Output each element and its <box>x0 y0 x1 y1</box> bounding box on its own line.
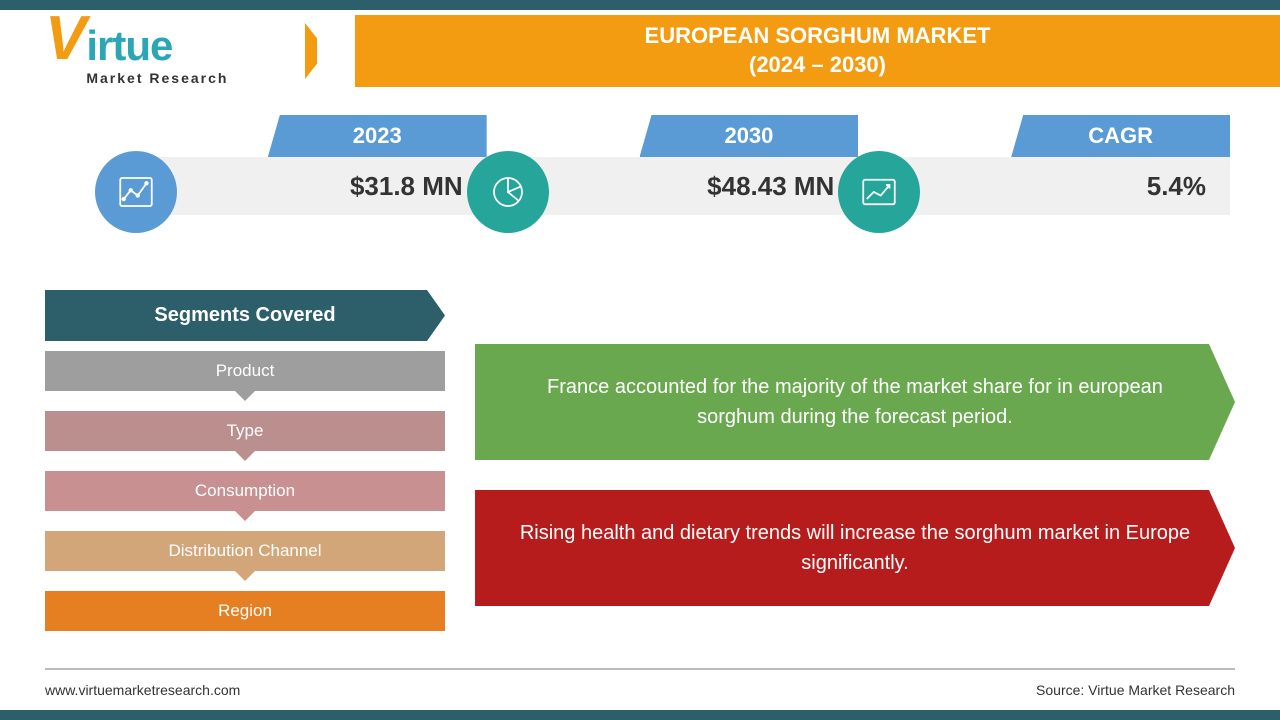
metric-label: 2023 <box>268 115 487 157</box>
logo-wordmark: irtue <box>86 22 172 69</box>
segment-type: Type <box>45 411 445 451</box>
bottom-section: Segments Covered Product Type Consumptio… <box>45 290 1235 660</box>
footer-source: Source: Virtue Market Research <box>1036 682 1235 698</box>
brand-logo: V irtue Market Research <box>45 20 325 88</box>
segment-distribution: Distribution Channel <box>45 531 445 571</box>
logo-tagline: Market Research <box>86 70 228 86</box>
metric-card-cagr: CAGR 5.4% <box>893 125 1230 215</box>
insights-column: France accounted for the majority of the… <box>475 290 1235 660</box>
logo-v-mark: V <box>45 20 86 57</box>
segment-region: Region <box>45 591 445 631</box>
metric-value: $31.8 MN <box>150 157 487 215</box>
metrics-row: 2023 $31.8 MN 2030 $48.43 MN CAGR 5.4% <box>150 125 1230 215</box>
top-accent-bar <box>0 0 1280 10</box>
bottom-accent-bar <box>0 710 1280 720</box>
footer-divider <box>45 668 1235 670</box>
segment-product: Product <box>45 351 445 391</box>
insight-trends: Rising health and dietary trends will in… <box>475 490 1235 606</box>
page-title: EUROPEAN SORGHUM MARKET (2024 – 2030) <box>645 22 991 79</box>
title-line1: EUROPEAN SORGHUM MARKET <box>645 23 991 48</box>
growth-chart-icon <box>838 151 920 233</box>
metric-value: 5.4% <box>893 157 1230 215</box>
title-line2: (2024 – 2030) <box>749 52 886 77</box>
banner-notch <box>317 15 345 87</box>
insight-france: France accounted for the majority of the… <box>475 344 1235 460</box>
line-chart-icon <box>95 151 177 233</box>
footer-url: www.virtuemarketresearch.com <box>45 682 240 698</box>
metric-label: CAGR <box>1011 115 1230 157</box>
pie-chart-icon <box>467 151 549 233</box>
segments-header: Segments Covered <box>45 290 445 341</box>
segments-column: Segments Covered Product Type Consumptio… <box>45 290 445 660</box>
segment-consumption: Consumption <box>45 471 445 511</box>
metric-value: $48.43 MN <box>522 157 859 215</box>
metric-card-2023: 2023 $31.8 MN <box>150 125 487 215</box>
metric-label: 2030 <box>640 115 859 157</box>
metric-card-2030: 2030 $48.43 MN <box>522 125 859 215</box>
title-banner: EUROPEAN SORGHUM MARKET (2024 – 2030) <box>355 15 1280 87</box>
